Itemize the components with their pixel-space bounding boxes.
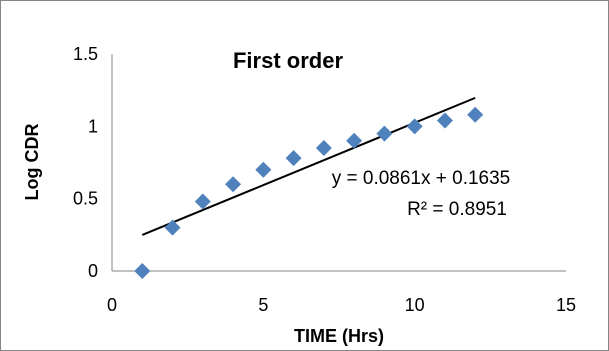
trendline [141,96,476,236]
data-point [255,161,272,178]
data-points [134,106,484,279]
data-point [346,132,363,149]
data-point [406,118,423,135]
y-tick-label: 0.5 [73,189,98,209]
x-axis-title: TIME (Hrs) [294,326,384,346]
data-point [164,219,181,236]
y-axis-title: Log CDR [22,124,42,201]
data-point [376,125,393,142]
x-tick-label: 15 [556,295,576,315]
y-tick-label: 1 [88,116,98,136]
r-squared-label: R² = 0.8951 [407,199,507,220]
data-point [436,112,453,129]
axes [111,54,566,272]
data-point [134,263,151,279]
data-point [285,150,302,167]
chart-title: First order [233,48,343,73]
x-tick-labels: 0 5 10 15 [107,295,576,315]
data-point [315,140,332,157]
y-tick-label: 0 [88,261,98,281]
trendline-group [141,96,476,236]
y-tick-labels: 0 0.5 1 1.5 [73,44,98,281]
data-point [194,193,211,210]
data-point [225,176,242,193]
trendline-equation: y = 0.0861x + 0.1635 [332,168,511,189]
y-tick-label: 1.5 [73,44,98,64]
data-point [467,106,484,123]
x-tick-label: 10 [405,295,425,315]
x-tick-label: 5 [258,295,268,315]
x-tick-label: 0 [107,295,117,315]
